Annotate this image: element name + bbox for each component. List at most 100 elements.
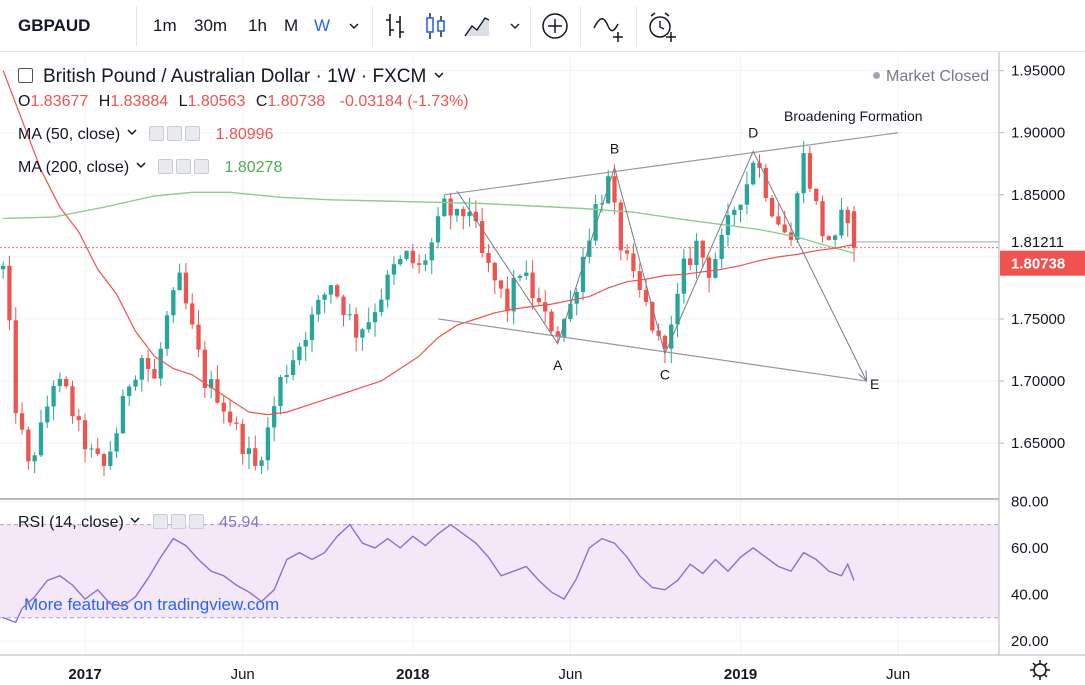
add-compare-icon[interactable] — [540, 0, 570, 52]
close-label: C — [255, 93, 268, 110]
candle-body — [732, 209, 737, 216]
interval-30m[interactable]: 30m — [194, 16, 228, 35]
annotation-label: E — [870, 376, 879, 392]
chart-title: British Pound / Australian Dollar · 1W ·… — [43, 66, 427, 87]
gear-icon[interactable] — [176, 159, 192, 174]
candle-body — [839, 209, 844, 236]
candle-body — [158, 348, 163, 379]
eye-icon[interactable] — [158, 159, 174, 174]
last-price-label-bg — [1000, 250, 1085, 276]
candle-body — [114, 433, 119, 452]
wave-line — [456, 150, 868, 382]
candle-body — [826, 236, 831, 240]
interval-1h[interactable]: 1h — [248, 16, 267, 35]
candle-body — [643, 289, 649, 303]
chevron-down-icon[interactable] — [432, 66, 446, 88]
candle-body — [706, 257, 712, 278]
annotation-label: D — [748, 124, 758, 140]
market-status-text: Market Closed — [886, 68, 990, 85]
candle-body — [127, 386, 132, 396]
candle-body — [120, 395, 126, 434]
candle-body — [145, 358, 151, 370]
candle-body — [669, 324, 674, 349]
eye-icon[interactable] — [152, 514, 168, 529]
price-tick-label: 1.85000 — [1011, 187, 1065, 204]
candle-body — [95, 448, 100, 455]
candle-style-icon[interactable] — [424, 0, 448, 52]
candle-body — [70, 386, 75, 417]
eye-icon[interactable] — [149, 126, 165, 141]
rsi-axis[interactable]: 20.00 40.00 60.00 80.00 — [1011, 493, 1049, 650]
candle-body — [360, 329, 365, 338]
candle-body — [1, 265, 6, 270]
candle-body — [190, 303, 195, 325]
candle-body — [700, 240, 705, 258]
interval-M[interactable]: M — [284, 16, 299, 35]
area-style-icon[interactable] — [463, 0, 491, 52]
ma200-legend: MA (200, close) 1.80278 — [18, 158, 282, 177]
candle-body — [719, 234, 724, 260]
bar-style-icon[interactable] — [384, 0, 408, 52]
candle-body — [353, 314, 359, 338]
interval-1m[interactable]: 1m — [153, 16, 177, 35]
collapse-icon[interactable] — [18, 68, 33, 83]
candle-body — [26, 429, 31, 462]
candle-body — [423, 260, 428, 265]
candle-body — [795, 193, 800, 240]
ma200-line — [3, 191, 855, 254]
chevron-down-icon[interactable] — [134, 158, 148, 177]
candle-body — [612, 176, 617, 203]
candle-body — [776, 216, 781, 225]
candle-body — [511, 277, 516, 312]
drawings[interactable] — [437, 132, 899, 383]
candle-body — [171, 290, 176, 316]
candle-body — [442, 198, 447, 217]
close-icon[interactable] — [185, 126, 201, 141]
chart-area[interactable]: More features on tradingview.com Broaden… — [0, 52, 1085, 685]
indicator-icon[interactable] — [592, 0, 626, 52]
gear-icon[interactable] — [1030, 660, 1050, 680]
candle-body — [133, 379, 138, 387]
chevron-down-icon[interactable] — [347, 0, 361, 52]
status-dot — [873, 72, 880, 79]
candle-body — [429, 242, 434, 261]
annotation-label: C — [660, 367, 670, 383]
symbol-search[interactable]: GBPAUD — [18, 16, 91, 35]
candle-body — [675, 293, 680, 325]
close-icon[interactable] — [188, 514, 204, 529]
candle-body — [347, 314, 352, 316]
alert-clock-icon[interactable] — [646, 0, 678, 52]
candle-body — [769, 197, 775, 217]
gear-icon[interactable] — [170, 514, 186, 529]
price-labels: 1.81211 1.80738 — [1000, 230, 1085, 276]
rsi-tick-label: 60.00 — [1011, 540, 1049, 557]
candle-body — [492, 262, 497, 281]
chevron-down-icon[interactable] — [125, 125, 139, 144]
top-toolbar: GBPAUD 1m 30m 1h M W — [0, 0, 1085, 52]
annotation-label: A — [553, 357, 563, 373]
close-value: 1.80738 — [267, 93, 326, 110]
time-axis[interactable]: 2017 Jun 2018 Jun 2019 Jun — [68, 666, 910, 683]
time-tick-label: Jun — [886, 666, 910, 683]
candle-body — [240, 423, 245, 455]
high-label: H — [98, 93, 111, 110]
close-icon[interactable] — [194, 159, 210, 174]
candle-body — [177, 272, 182, 291]
candle-body — [202, 349, 207, 388]
gear-icon[interactable] — [167, 126, 183, 141]
rsi-value: 45.94 — [219, 514, 260, 531]
candle-body — [738, 204, 743, 210]
ma50-legend: MA (50, close) 1.80996 — [18, 125, 273, 144]
candle-body — [246, 448, 252, 455]
interval-W[interactable]: W — [314, 16, 331, 35]
last-price-label: 1.80738 — [1011, 256, 1065, 273]
candle-body — [38, 422, 44, 456]
toolbar-separator — [136, 6, 137, 46]
candle-body — [624, 250, 630, 254]
candle-body — [744, 184, 750, 205]
candle-body — [851, 211, 857, 248]
watermark[interactable]: More features on tradingview.com — [24, 595, 279, 614]
candle-body — [530, 272, 535, 299]
chevron-down-icon[interactable] — [128, 513, 142, 532]
chevron-down-icon[interactable] — [508, 0, 522, 52]
